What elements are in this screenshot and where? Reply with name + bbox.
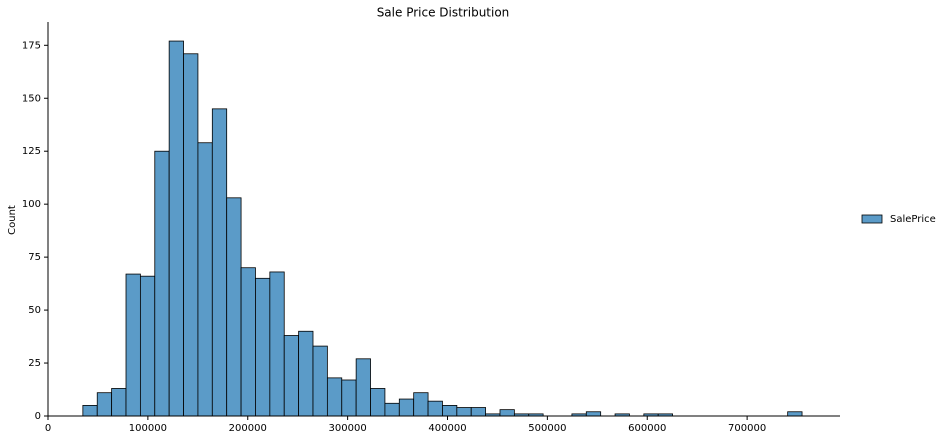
bar — [125, 273, 141, 417]
y-axis-label: Count — [7, 205, 18, 235]
bar — [255, 277, 271, 417]
bar — [283, 335, 300, 417]
y-tick-label: 125 — [22, 146, 41, 157]
bar — [413, 392, 429, 417]
x-tick-label: 700000 — [728, 423, 766, 434]
bar — [341, 379, 357, 417]
bar — [427, 400, 443, 417]
bar — [326, 377, 343, 417]
x-tick-label: 300000 — [329, 423, 367, 434]
bar — [456, 407, 472, 417]
x-tick-label: 0 — [45, 423, 51, 434]
bar — [442, 405, 458, 417]
y-tick-label: 175 — [22, 40, 41, 51]
bar — [384, 402, 400, 417]
bar — [398, 398, 415, 417]
bar — [370, 388, 386, 417]
y-tick-label: 100 — [22, 199, 41, 210]
x-tick-label: 400000 — [428, 423, 466, 434]
bar — [269, 271, 285, 417]
y-tick-label: 150 — [22, 93, 41, 104]
bar — [183, 53, 199, 417]
bar — [312, 345, 328, 417]
bar — [787, 411, 803, 417]
bar — [139, 275, 156, 417]
legend-swatch — [861, 214, 883, 224]
bar — [111, 388, 127, 417]
bar — [585, 411, 602, 417]
bar — [96, 392, 113, 417]
legend-label: SalePrice — [890, 214, 936, 225]
y-tick-label: 75 — [28, 252, 41, 263]
bar — [211, 108, 228, 417]
bar — [154, 150, 170, 417]
bar — [168, 40, 184, 417]
bar — [355, 358, 371, 417]
chart-title: Sale Price Distribution — [377, 6, 510, 20]
y-tick-label: 25 — [28, 358, 41, 369]
bar — [240, 267, 256, 417]
bar — [226, 197, 242, 417]
bar — [298, 330, 314, 417]
bar — [82, 405, 98, 417]
y-tick-label: 0 — [35, 411, 41, 422]
x-tick-label: 500000 — [528, 423, 566, 434]
y-tick-label: 50 — [28, 305, 41, 316]
bar — [470, 407, 487, 417]
x-tick-label: 200000 — [229, 423, 267, 434]
bar — [499, 409, 515, 417]
x-tick-label: 600000 — [628, 423, 666, 434]
x-tick-label: 100000 — [129, 423, 167, 434]
bar — [197, 142, 213, 417]
